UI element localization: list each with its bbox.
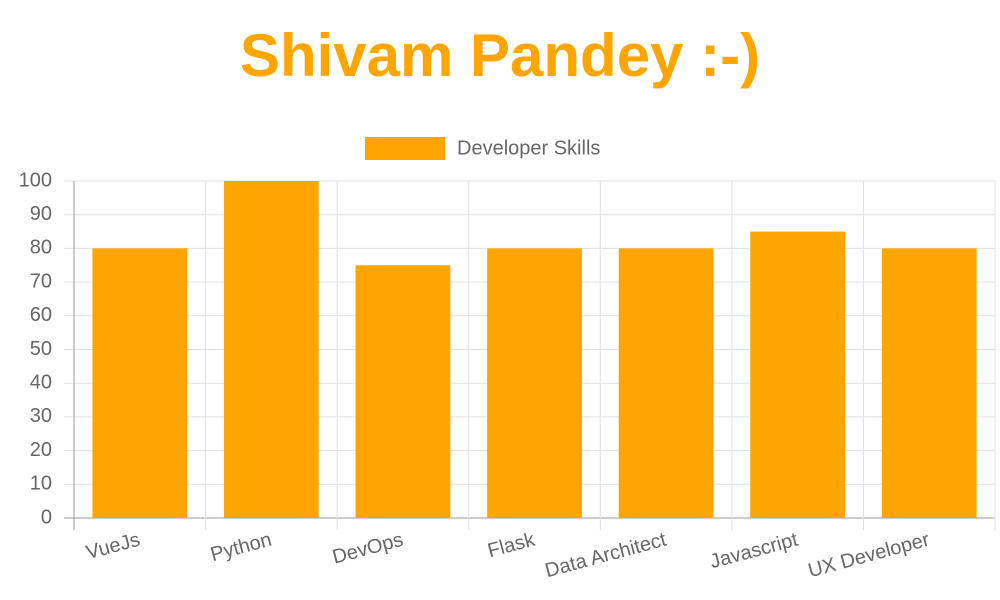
bar [487,248,582,518]
x-tick-label: Python [208,529,274,566]
y-tick-label: 20 [30,439,52,461]
bar [355,265,451,518]
y-tick-label: 30 [30,405,52,427]
y-tick-label: 40 [30,371,52,393]
x-tick-label: DevOps [330,529,405,569]
x-tick-label: Data Architect [543,529,669,583]
y-tick-label: 70 [30,270,52,292]
y-tick-label: 10 [30,473,52,495]
y-tick-label: 80 [30,237,52,259]
bar [881,248,977,518]
y-tick-label: 100 [19,169,52,191]
y-tick-label: 90 [30,203,52,225]
legend-swatch [365,137,445,160]
bar [223,181,319,518]
x-tick-label: VueJs [84,529,143,564]
y-tick-label: 0 [41,506,52,528]
legend-label: Developer Skills [457,137,600,159]
y-tick-label: 60 [30,304,52,326]
x-tick-label: UX Developer [806,529,932,583]
chart-title: Shivam Pandey :-) [240,22,760,89]
x-tick-label: Flask [485,528,538,562]
bar [750,231,846,519]
x-tick-label: Javascript [708,529,801,574]
y-tick-label: 50 [30,338,52,360]
bar [618,248,714,518]
bar [92,248,188,518]
